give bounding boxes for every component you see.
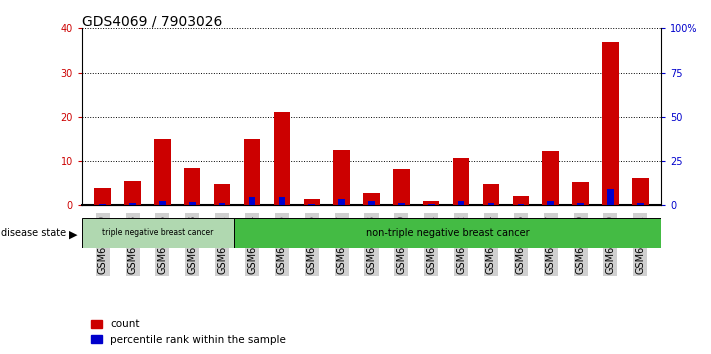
Bar [483, 184, 499, 205]
Bar [338, 199, 345, 205]
Bar [189, 202, 196, 205]
Bar [154, 139, 171, 205]
Bar [542, 152, 559, 205]
Bar [453, 158, 469, 205]
Bar [124, 181, 141, 205]
Bar [100, 204, 106, 205]
Text: disease state: disease state [1, 228, 67, 238]
Bar [637, 202, 643, 205]
Bar [363, 193, 380, 205]
Bar [577, 203, 584, 205]
Bar [547, 201, 554, 205]
Bar [368, 201, 375, 205]
Bar [572, 182, 589, 205]
Text: triple negative breast cancer: triple negative breast cancer [102, 228, 214, 237]
Bar [309, 204, 315, 205]
Bar [219, 202, 225, 205]
Bar [244, 139, 260, 205]
Bar [428, 204, 434, 205]
Bar [159, 201, 166, 205]
Bar [632, 178, 648, 205]
Bar [607, 189, 614, 205]
Bar [184, 168, 201, 205]
Legend: count, percentile rank within the sample: count, percentile rank within the sample [87, 315, 290, 349]
Bar [214, 184, 230, 205]
Bar [82, 218, 234, 248]
Bar [458, 201, 464, 205]
Bar [234, 218, 661, 248]
Bar [274, 113, 290, 205]
Bar [602, 42, 619, 205]
Text: GDS4069 / 7903026: GDS4069 / 7903026 [82, 14, 222, 28]
Text: non-triple negative breast cancer: non-triple negative breast cancer [366, 228, 530, 238]
Bar [129, 203, 136, 205]
Bar [304, 199, 320, 205]
Bar [95, 188, 111, 205]
Bar [333, 150, 350, 205]
Bar [393, 169, 410, 205]
Bar [279, 197, 285, 205]
Bar [513, 196, 529, 205]
Bar [423, 201, 439, 205]
Bar [488, 202, 494, 205]
Bar [249, 198, 255, 205]
Bar [398, 202, 405, 205]
Bar [518, 204, 524, 205]
Text: ▶: ▶ [69, 230, 77, 240]
